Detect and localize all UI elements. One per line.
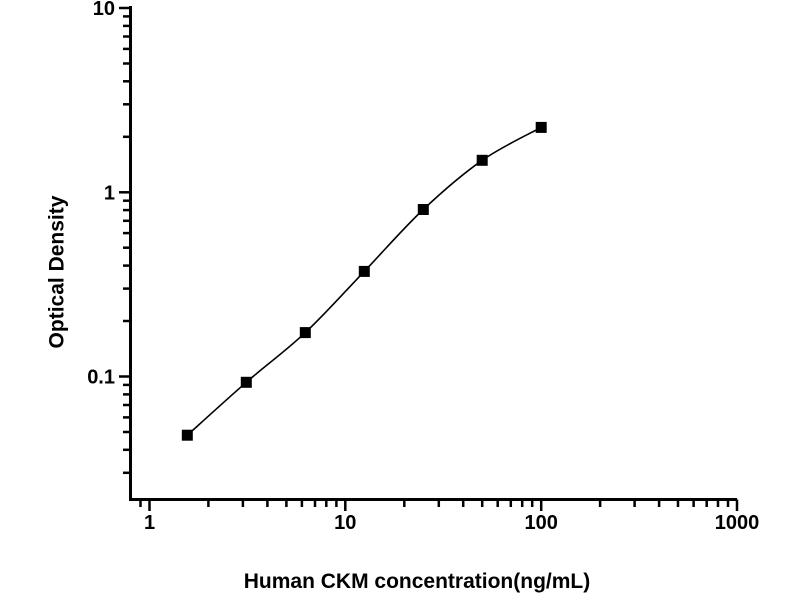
data-point-marker <box>358 265 370 277</box>
x-tick-label: 1000 <box>715 512 760 534</box>
y-tick-label: 1 <box>104 182 115 204</box>
data-point-marker <box>476 154 488 166</box>
data-point-marker <box>535 121 547 133</box>
y-tick-label: 0.1 <box>87 367 115 389</box>
x-axis-title: Human CKM concentration(ng/mL) <box>243 570 591 593</box>
data-point-marker <box>299 327 311 339</box>
data-point-marker <box>417 204 429 215</box>
x-tick-label: 10 <box>334 512 356 534</box>
data-point-marker <box>240 376 252 388</box>
y-tick-label: 10 <box>93 0 115 20</box>
standard-curve-line <box>186 126 542 436</box>
data-point-marker <box>181 429 193 441</box>
y-axis-title: Optical Density <box>45 195 69 349</box>
x-tick-label: 1 <box>144 512 155 534</box>
x-tick-label: 100 <box>525 512 558 534</box>
